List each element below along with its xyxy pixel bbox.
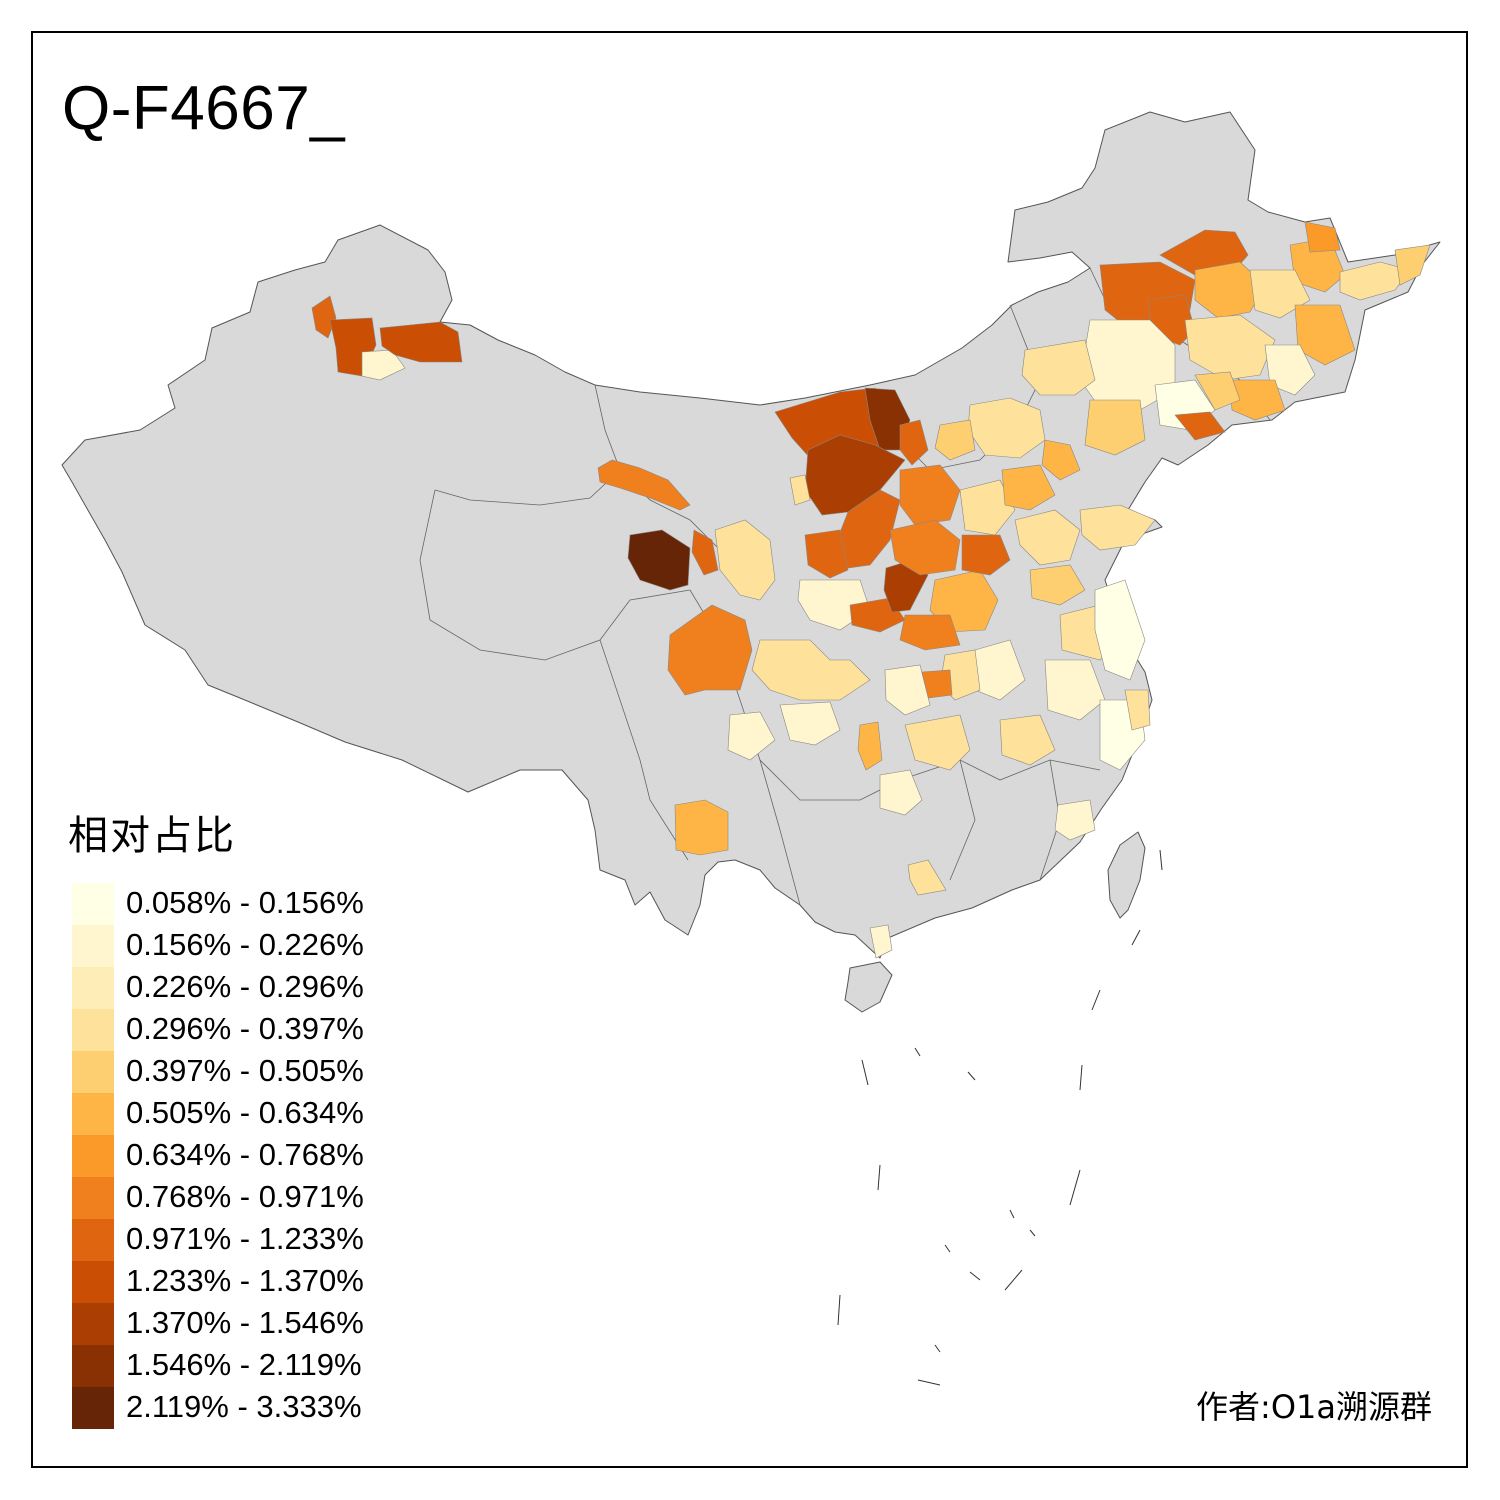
legend-swatch xyxy=(72,925,114,967)
legend-swatch xyxy=(72,1177,114,1219)
legend-item: 0.397% - 0.505% xyxy=(72,1051,412,1093)
legend-label: 0.397% - 0.505% xyxy=(126,1053,364,1088)
legend-item: 0.226% - 0.296% xyxy=(72,967,412,1009)
legend-label: 0.634% - 0.768% xyxy=(126,1137,364,1172)
legend-item: 0.768% - 0.971% xyxy=(72,1177,412,1219)
legend-item: 0.156% - 0.226% xyxy=(72,925,412,967)
legend-label: 1.370% - 1.546% xyxy=(126,1305,364,1340)
legend-swatch xyxy=(72,1051,114,1093)
map-frame xyxy=(31,31,1468,1468)
legend-item: 0.505% - 0.634% xyxy=(72,1093,412,1135)
region-fills xyxy=(311,221,1431,959)
legend-label: 1.546% - 2.119% xyxy=(126,1347,362,1382)
legend-swatch xyxy=(72,1303,114,1345)
legend-title: 相对占比 xyxy=(68,813,236,859)
legend-label: 0.156% - 0.226% xyxy=(126,927,364,962)
legend-label: 0.296% - 0.397% xyxy=(126,1011,364,1046)
legend-item: 1.370% - 1.546% xyxy=(72,1303,412,1345)
legend-swatch xyxy=(72,1345,114,1387)
legend-swatch xyxy=(72,1387,114,1429)
legend-label: 0.971% - 1.233% xyxy=(126,1221,364,1256)
legend-swatch xyxy=(72,1009,114,1051)
legend-item: 1.546% - 2.119% xyxy=(72,1345,412,1387)
legend-label: 0.505% - 0.634% xyxy=(126,1095,364,1130)
legend-swatch xyxy=(72,967,114,1009)
legend-label: 0.768% - 0.971% xyxy=(126,1179,364,1214)
legend-item: 1.233% - 1.370% xyxy=(72,1261,412,1303)
legend-label: 1.233% - 1.370% xyxy=(126,1263,364,1298)
legend-label: 0.058% - 0.156% xyxy=(126,885,364,920)
legend-swatch xyxy=(72,1093,114,1135)
legend-swatch xyxy=(72,1261,114,1303)
legend: 0.058% - 0.156% 0.156% - 0.226% 0.226% -… xyxy=(72,883,412,1429)
map-title: Q-F4667_ xyxy=(62,74,346,143)
legend-swatch xyxy=(72,1219,114,1261)
legend-swatch xyxy=(72,1135,114,1177)
legend-label: 2.119% - 3.333% xyxy=(126,1389,362,1424)
islands xyxy=(837,849,1163,1386)
author-credit: 作者:O1a溯源群 xyxy=(1196,1388,1432,1426)
legend-label: 0.226% - 0.296% xyxy=(126,969,364,1004)
legend-item: 0.971% - 1.233% xyxy=(72,1219,412,1261)
legend-item: 0.634% - 0.768% xyxy=(72,1135,412,1177)
legend-item: 2.119% - 3.333% xyxy=(72,1387,412,1429)
legend-item: 0.058% - 0.156% xyxy=(72,883,412,925)
legend-swatch xyxy=(72,883,114,925)
legend-item: 0.296% - 0.397% xyxy=(72,1009,412,1051)
